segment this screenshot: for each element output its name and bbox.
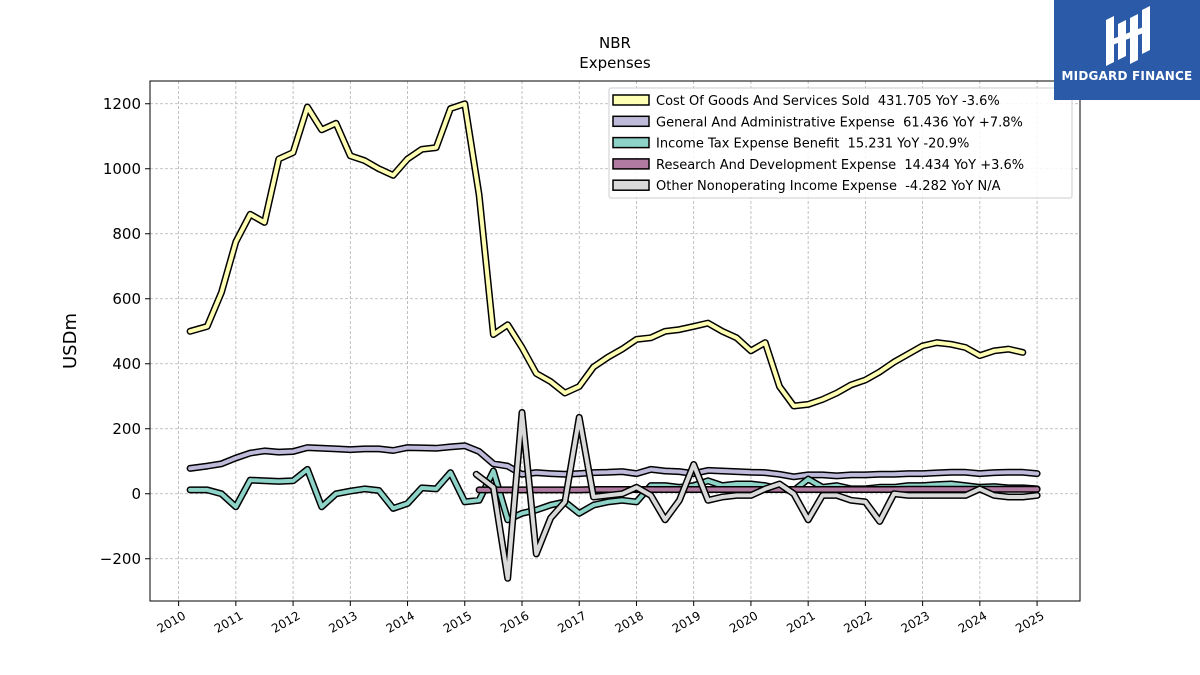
legend-swatch [612, 94, 650, 106]
series-lines [186, 100, 1041, 582]
y-tick-label: −200 [100, 550, 141, 568]
series-line-4 [474, 410, 1040, 581]
y-tick-label: 200 [112, 420, 141, 438]
y-tick-label: 600 [112, 290, 141, 308]
series-line-1 [188, 443, 1040, 479]
y-tick-label: 0 [131, 485, 141, 503]
legend-swatch [612, 136, 650, 149]
y-tick-label: 1000 [103, 160, 141, 178]
legend-swatch [612, 158, 650, 170]
legend-label: General And Administrative Expense 61.43… [656, 115, 1023, 130]
series-line-0 [188, 101, 1025, 408]
legend-label: Research And Development Expense 14.434 … [656, 158, 1024, 173]
legend-swatch [612, 115, 650, 128]
midgard-logo-icon [1106, 6, 1150, 66]
chart-subtitle: Expenses [579, 54, 651, 72]
y-tick-label: 400 [112, 355, 141, 373]
y-axis: −200 0 200 400 600 800 1000 1200 [100, 95, 150, 568]
legend-swatch [612, 179, 650, 191]
y-tick-label: 1200 [103, 95, 141, 113]
legend-label: Other Nonoperating Income Expense -4.282… [656, 179, 1001, 194]
logo-text: MIDGARD FINANCE [1061, 69, 1193, 83]
plot-frame [149, 80, 1081, 602]
midgard-finance-logo: MIDGARD FINANCE [1054, 0, 1200, 100]
legend-label: Cost Of Goods And Services Sold 431.705 … [656, 94, 1000, 109]
y-tick-label: 800 [112, 225, 141, 243]
legend-label: Income Tax Expense Benefit 15.231 YoY -2… [656, 137, 969, 152]
y-axis-label: USDm [60, 313, 81, 369]
legend: Cost Of Goods And Services Sold 431.705 … [608, 87, 1073, 199]
legend-box [608, 87, 1073, 199]
chart-title: NBR [599, 34, 631, 52]
